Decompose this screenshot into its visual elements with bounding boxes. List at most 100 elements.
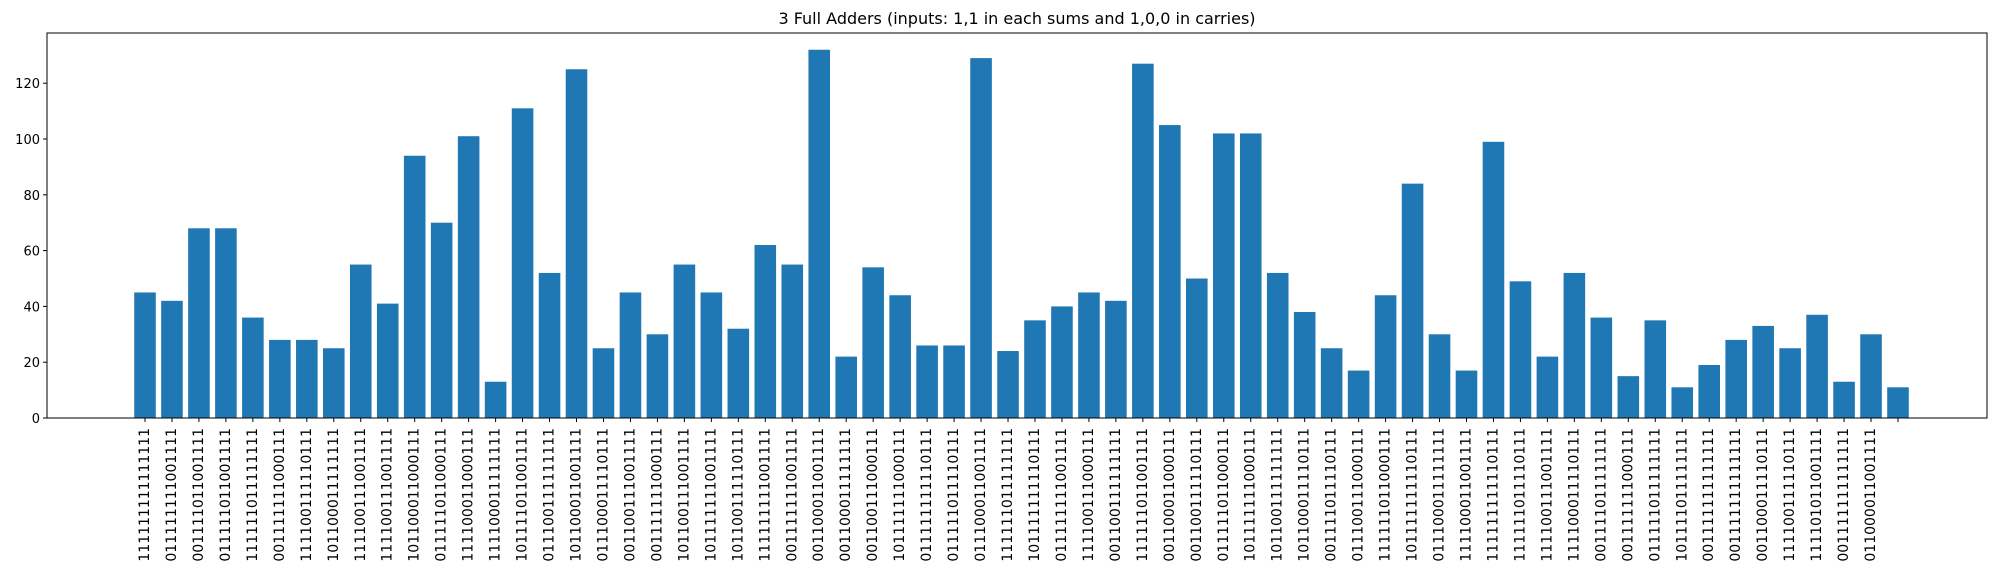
x-tick-label: 001111111111111 xyxy=(1836,428,1852,562)
bar xyxy=(1698,364,1721,418)
bar xyxy=(1725,339,1747,418)
bar xyxy=(592,348,615,418)
x-tick-label: 101100111111111 xyxy=(1270,428,1286,562)
bar xyxy=(403,155,426,418)
bar xyxy=(1482,141,1505,419)
bar xyxy=(1671,387,1694,418)
bar xyxy=(970,58,992,419)
x-tick-label: 111100111000111 xyxy=(1081,428,1097,562)
x-tick-label: 111100111001111 xyxy=(353,428,369,562)
x-tick-label: 011111111001111 xyxy=(164,428,180,562)
bar xyxy=(457,136,480,418)
bar xyxy=(296,339,318,418)
bar xyxy=(808,49,831,419)
bar xyxy=(1455,370,1478,418)
bar xyxy=(1428,334,1451,418)
x-tick-label: 101100011001111 xyxy=(569,428,585,562)
y-tick-label: 0 xyxy=(32,412,40,427)
bar xyxy=(700,292,723,418)
bar xyxy=(1752,325,1774,418)
x-tick-label: 101100011111111 xyxy=(326,428,342,562)
x-tick-label: 111100111001111 xyxy=(380,428,396,562)
x-tick-label: 011111011000111 xyxy=(1216,428,1232,562)
bar xyxy=(1806,314,1828,418)
bar xyxy=(1833,381,1855,418)
bar xyxy=(754,245,777,418)
bar xyxy=(943,345,965,418)
x-tick-label: 001111111000111 xyxy=(649,428,665,562)
bar xyxy=(1347,370,1370,418)
x-tick-label: 011111011111111 xyxy=(1647,428,1663,562)
bar xyxy=(430,222,453,418)
bar xyxy=(376,303,399,418)
bar xyxy=(1779,348,1801,418)
x-tick-label: 001100111000111 xyxy=(865,428,881,562)
x-tick-label: 001100111110111 xyxy=(1189,428,1205,562)
x-tick-label: 111111011000111 xyxy=(1378,428,1394,562)
x-tick-label: 101111111110111 xyxy=(1405,428,1421,562)
x-tick-label: 111111111111111 xyxy=(137,428,153,562)
x-tick-label: 101100111110111 xyxy=(730,428,746,562)
bar xyxy=(862,267,884,418)
x-tick-label: 111101011001111 xyxy=(1809,428,1825,562)
bar xyxy=(997,351,1019,418)
bar xyxy=(1644,320,1667,418)
bar xyxy=(889,295,911,418)
x-tick-label: 101111111001111 xyxy=(703,428,719,562)
bar xyxy=(1186,278,1208,418)
bar xyxy=(781,264,804,418)
x-tick-label: 001100111111111 xyxy=(1108,428,1124,562)
bar xyxy=(727,328,750,418)
bar xyxy=(646,334,669,418)
x-tick-label: 001111111000111 xyxy=(272,428,288,562)
bar xyxy=(565,69,588,419)
bar xyxy=(916,345,938,418)
x-tick-label: 111111011111111 xyxy=(1000,428,1016,562)
x-tick-label: 101100011110111 xyxy=(1297,428,1313,562)
y-tick-label: 100 xyxy=(15,133,40,148)
bar xyxy=(1563,272,1586,418)
x-tick-label: 101111111110111 xyxy=(1027,428,1043,562)
bar xyxy=(161,300,183,418)
x-tick-label: 001111111000111 xyxy=(1620,428,1636,562)
x-tick-label: 111100011110111 xyxy=(1566,428,1582,562)
x-tick-label: 001100011000111 xyxy=(1162,428,1178,562)
x-tick-label: 011111011110111 xyxy=(946,428,962,562)
x-tick-label: 111100011001111 xyxy=(1458,428,1474,562)
bar xyxy=(1212,133,1235,418)
x-tick-label: 011100111111111 xyxy=(542,428,558,562)
y-axis: 0 20 40 60 80 100 120 xyxy=(15,77,47,427)
x-tick-label: 001100011110111 xyxy=(1755,428,1771,562)
x-tick-label: 111100111110111 xyxy=(299,428,315,562)
bar xyxy=(1293,311,1316,418)
bar xyxy=(269,339,291,418)
bar xyxy=(323,348,345,418)
x-tick-label: 011100011001111 xyxy=(973,428,989,562)
bar xyxy=(511,108,534,418)
bar xyxy=(484,381,507,418)
y-tick-label: 80 xyxy=(23,189,40,204)
bar xyxy=(1051,306,1073,418)
x-tick-label: 101111011001111 xyxy=(515,428,531,562)
y-tick-label: 120 xyxy=(15,77,40,92)
bar xyxy=(1536,356,1559,418)
x-tick-label: 101100011000111 xyxy=(407,428,423,562)
x-tick-label: 111111011110111 xyxy=(1512,428,1528,562)
bar xyxy=(1590,317,1613,418)
x-tick-label: 111111111001111 xyxy=(757,428,773,562)
x-tick-label: 111100111001111 xyxy=(1539,428,1555,562)
x-tick-label: 001111111111111 xyxy=(1701,428,1717,562)
x-tick-label: 001100011001111 xyxy=(811,428,827,562)
x-tick-label: 011111111001111 xyxy=(1054,428,1070,562)
chart-title: 3 Full Adders (inputs: 1,1 in each sums … xyxy=(778,9,1255,28)
bar xyxy=(835,356,857,418)
bar xyxy=(1105,300,1127,418)
x-tick-label: 001111011111111 xyxy=(1593,428,1609,562)
bar xyxy=(1132,63,1154,418)
x-axis: 111111111111111 011111111001111 0011110110… xyxy=(137,418,1899,562)
bar xyxy=(538,272,561,418)
x-tick-label: 111100011000111 xyxy=(461,428,477,562)
x-tick-label: 111111111110111 xyxy=(1485,428,1501,562)
